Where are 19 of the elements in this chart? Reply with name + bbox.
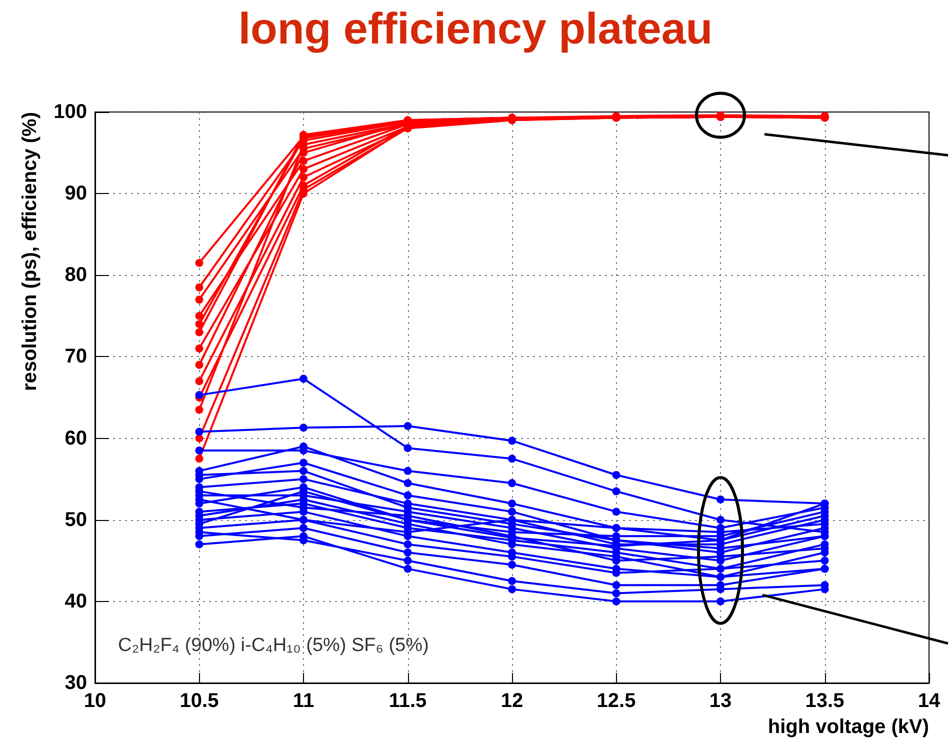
x-tick-label: 11.5 [388,690,427,712]
x-tick-label: 13.5 [805,690,844,712]
y-axis-title: resolution (ps), efficiency (%) [19,112,41,391]
y-tick-label: 70 [64,346,87,368]
annotation: C₂H₂F₄ (90%) i-C₄H₁₀ (5%) SF₆ (5%) [118,635,429,656]
y-tick-label: 40 [64,590,87,612]
x-tick-label: 14 [918,690,941,712]
x-tick-label: 13 [709,690,732,712]
y-tick-label: 100 [54,101,87,123]
x-tick-label: 10.5 [180,690,219,712]
x-tick-label: 11 [292,690,314,712]
y-tick-label: 90 [64,182,87,205]
chart-title: long efficiency plateau [238,4,713,54]
x-tick-label: 12.5 [596,690,636,712]
y-tick-label: 60 [64,427,87,450]
x-axis-title: high voltage (kV) [768,716,929,738]
y-tick-label: 50 [64,508,87,531]
y-tick-label: 80 [64,264,87,286]
x-tick-label: 12 [500,690,524,712]
